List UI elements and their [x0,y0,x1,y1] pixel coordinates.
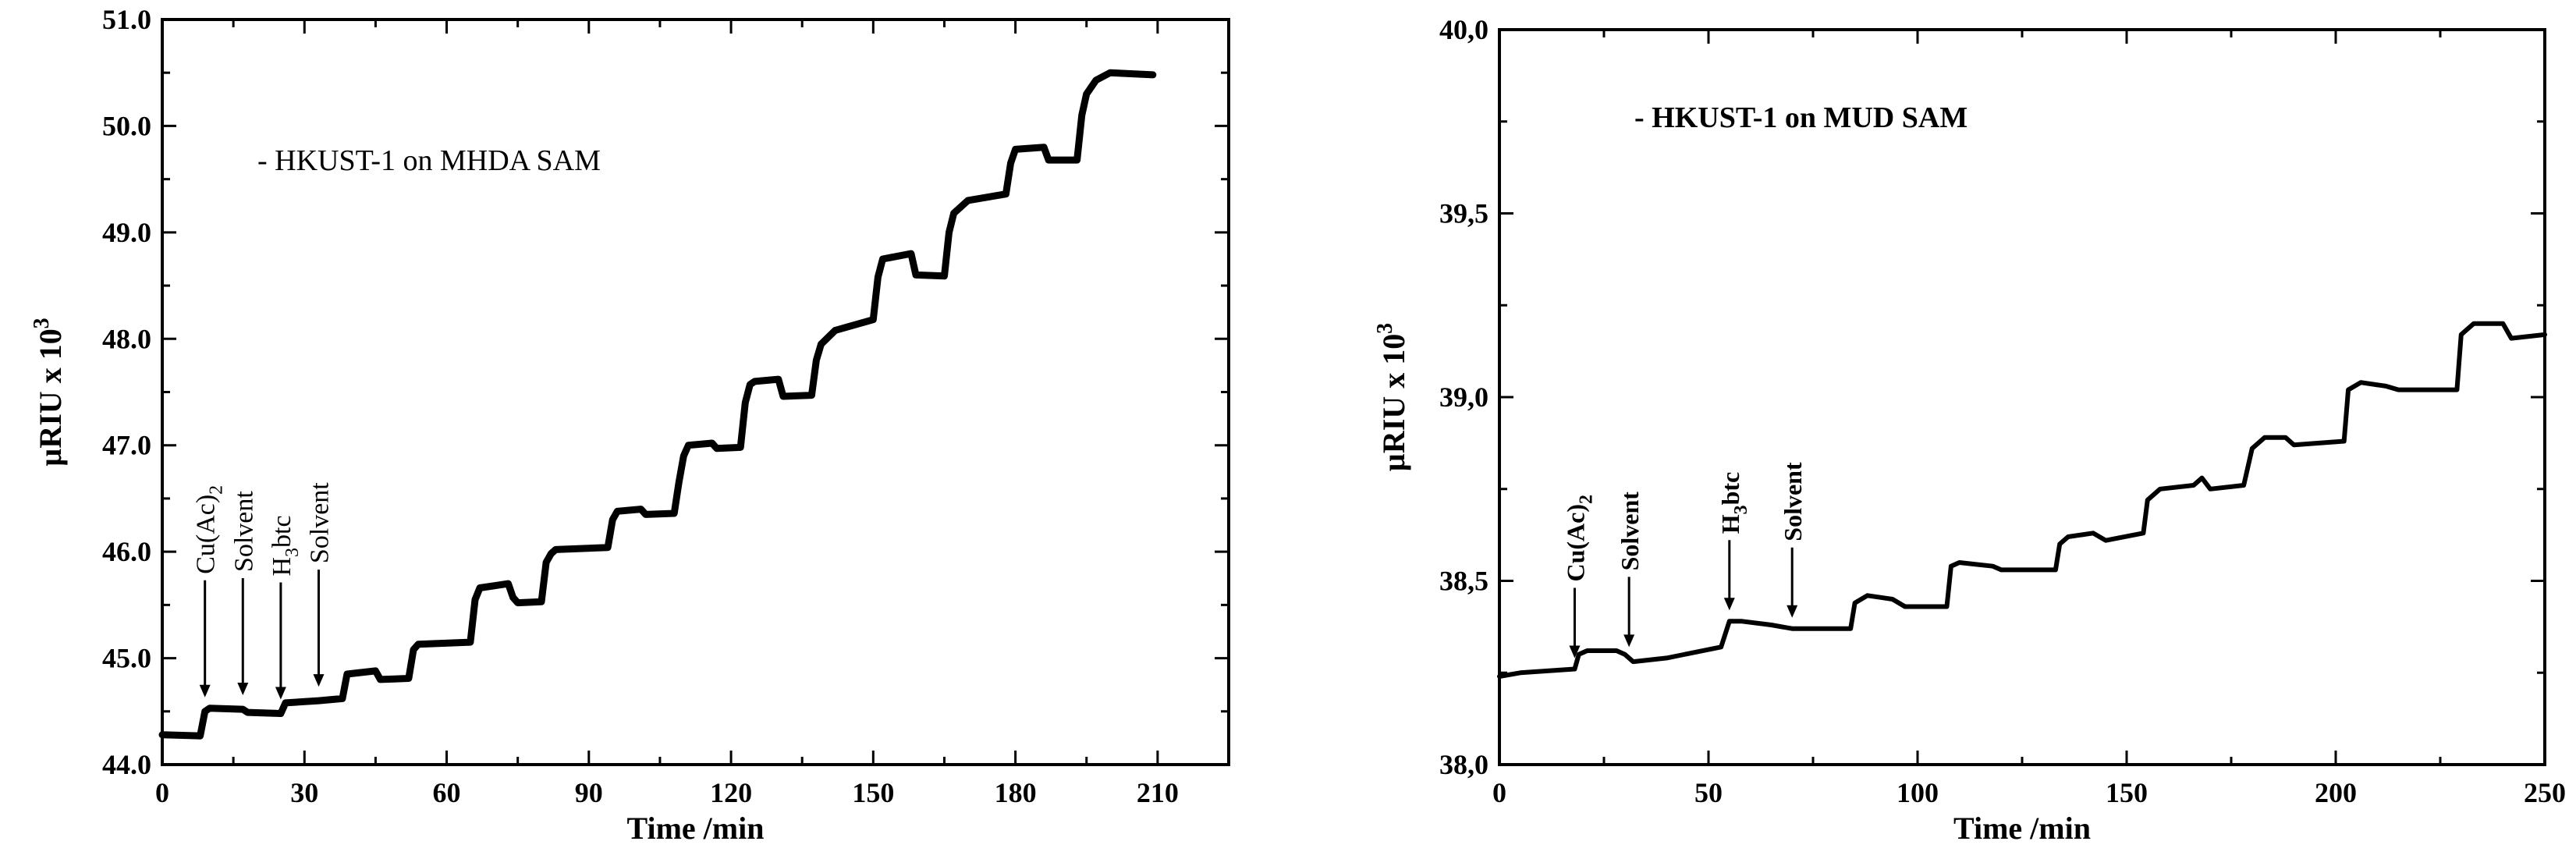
annotation-arrowhead [1569,645,1581,658]
y-tick-label: 46.0 [102,536,151,567]
y-axis-label-exponent: 3 [30,318,54,328]
y-tick-label: 50.0 [102,110,151,141]
annotation-arrowhead [1623,634,1635,648]
data-series-line [158,69,1157,740]
x-tick-label: 150 [852,777,894,808]
y-tick-label: 39,5 [1439,198,1488,229]
x-tick-label: 250 [2524,777,2566,808]
annotation-label: H3btc [1716,472,1751,534]
y-tick-label: 45.0 [102,643,151,674]
plot-frame [1498,28,2546,766]
annotation-label: Cu(Ac)2 [192,485,227,574]
annotation-label: Cu(Ac)2 [1561,495,1596,582]
data-series-line [1497,321,2547,679]
annotation-arrowhead [275,687,286,700]
y-axis-label: µRIU x 103 [1373,323,1411,471]
annotation-arrowhead [199,684,211,697]
x-tick-label: 210 [1137,777,1179,808]
x-tick-label: 90 [575,777,603,808]
y-tick-label: 51.0 [102,4,151,35]
y-tick-label: 49.0 [102,217,151,248]
x-tick-label: 180 [995,777,1037,808]
annotation-label: H3btc [268,515,303,576]
annotation-arrowhead [1787,605,1798,618]
y-tick-label: 47.0 [102,430,151,461]
y-tick-label: 39,0 [1439,382,1488,413]
y-axis-label-exponent: 3 [1373,323,1397,334]
x-tick-label: 100 [1897,777,1939,808]
x-tick-label: 200 [2315,777,2357,808]
annotation-arrowhead [1723,598,1735,611]
annotation-label: Solvent [305,482,334,563]
annotation-arrowhead [313,674,325,687]
x-tick-label: 50 [1694,777,1723,808]
y-tick-label: 48.0 [102,323,151,354]
annotation-arrowhead [237,683,249,696]
x-tick-label: 60 [433,777,461,808]
y-tick-label: 38,0 [1439,749,1488,780]
legend-entry: - HKUST-1 on MUD SAM [1634,101,1967,134]
plot-frame [161,18,1230,766]
y-tick-label: 44.0 [102,749,151,780]
x-axis-label: Time /min [627,811,765,846]
y-tick-label: 40,0 [1439,14,1488,45]
x-tick-label: 0 [155,777,169,808]
chart-panel-right: 0 50 100 150 200 250 38,0 38,5 39,0 39,5 40,0 Time … [1373,14,2566,846]
x-tick-label: 120 [710,777,752,808]
x-tick-label: 150 [2106,777,2148,808]
x-tick-label: 30 [290,777,318,808]
y-axis-label: µRIU x 103 [30,318,68,466]
y-tick-label: 38,5 [1439,566,1488,597]
legend-entry: - HKUST-1 on MHDA SAM [257,144,601,177]
annotation-label: Solvent [1779,462,1807,541]
annotation-label: Solvent [229,491,258,572]
x-axis-label: Time /min [1953,811,2091,846]
annotation-label: Solvent [1616,492,1644,571]
chart-panel-left: 0 30 60 90 120 150 180 210 44.0 45.0 46.0 47.0 48.0 4… [30,4,1230,846]
x-tick-label: 0 [1492,777,1506,808]
